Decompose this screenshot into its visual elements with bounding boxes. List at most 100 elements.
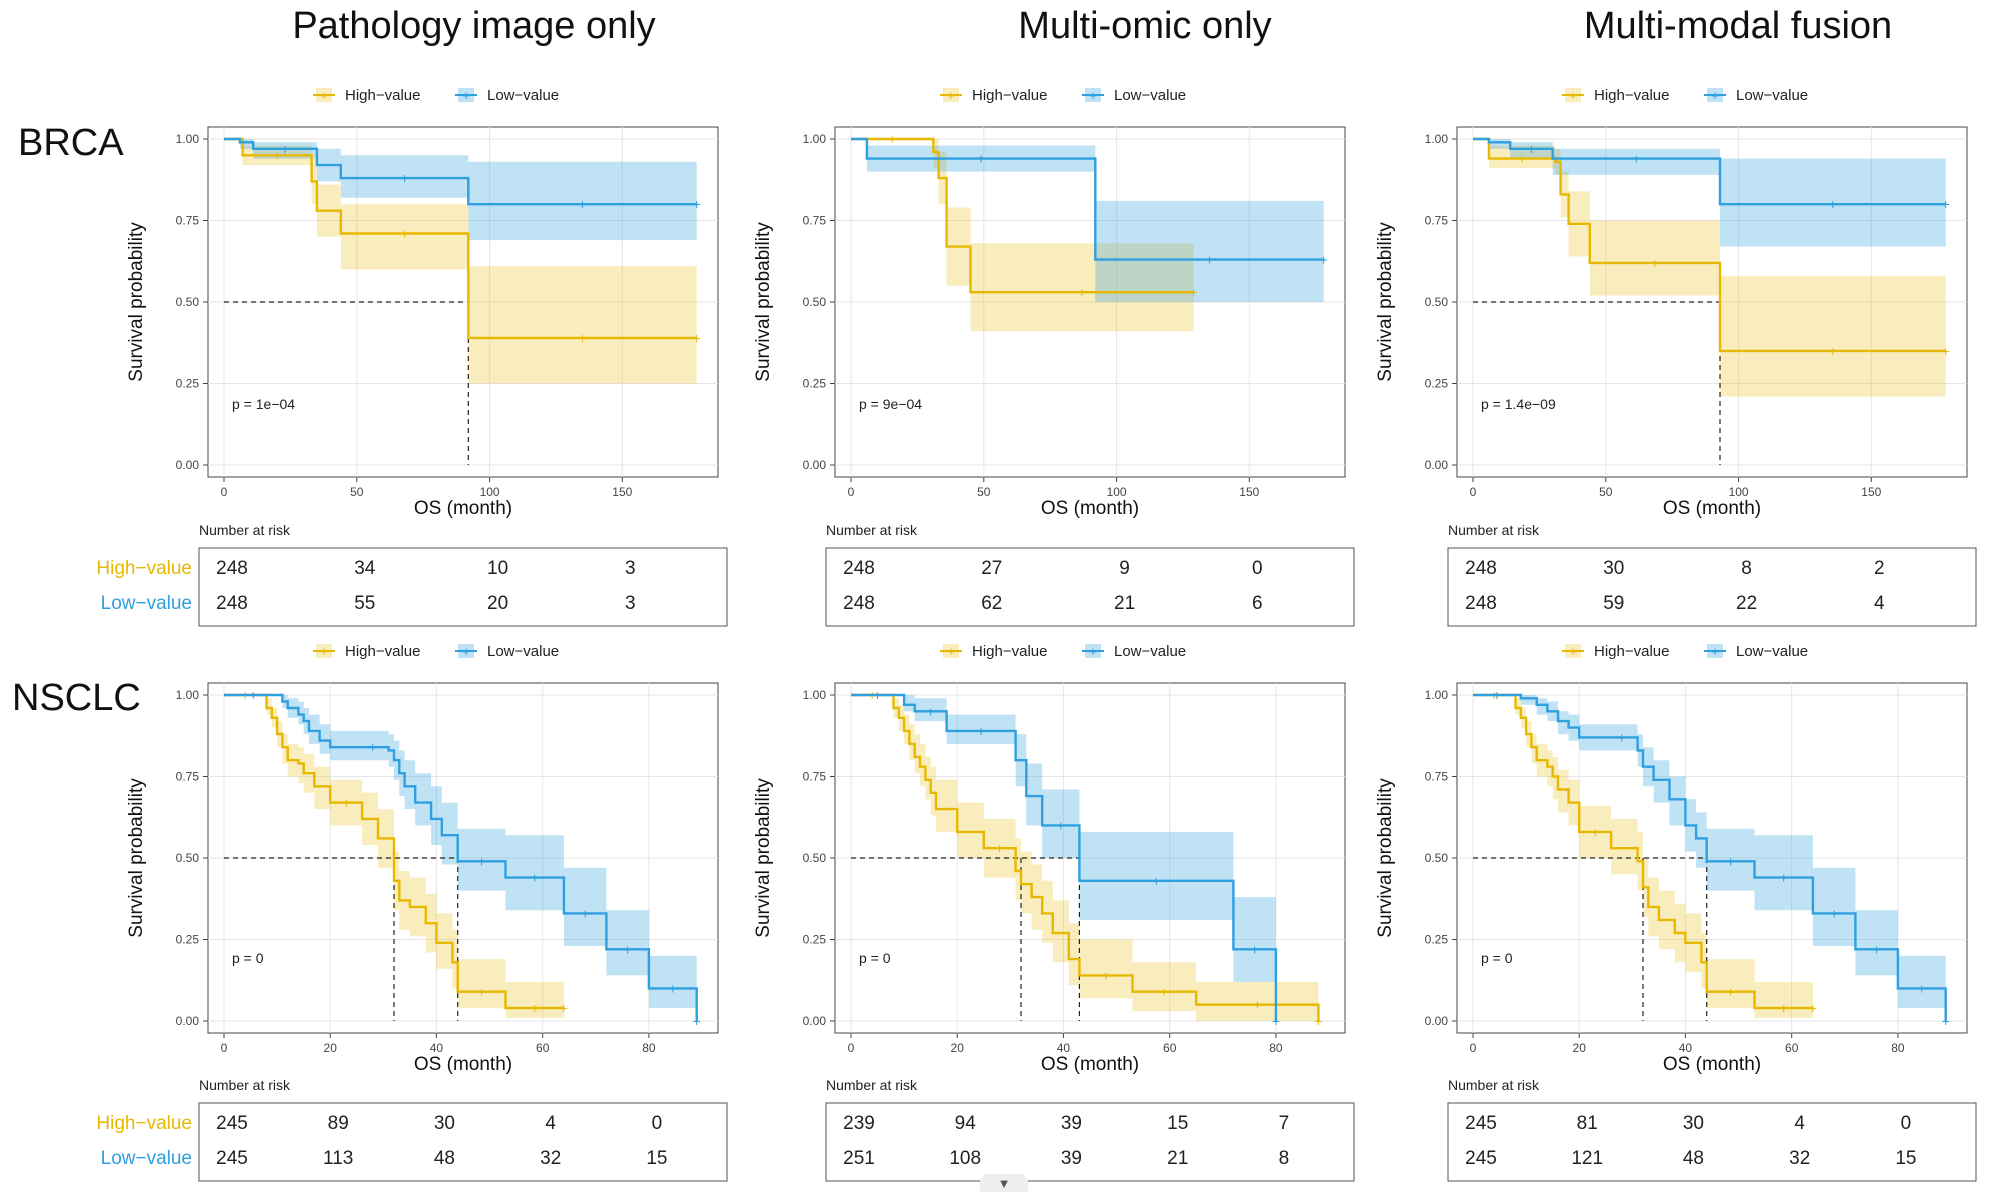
scroll-down-button[interactable]: ▼ xyxy=(980,1174,1028,1192)
tick-label-x: 0 xyxy=(848,485,855,499)
km-curve-high xyxy=(224,693,564,1010)
km-curve-high xyxy=(851,693,1320,1021)
legend-label-low: Low−value xyxy=(1114,643,1186,660)
legend-band-high xyxy=(1565,644,1581,658)
row-label: NSCLC xyxy=(12,677,141,719)
tick-label-y: 1.00 xyxy=(803,688,827,702)
tick-label-x: 0 xyxy=(848,1041,855,1055)
km-curve-high xyxy=(851,137,1194,294)
risk-count: 27 xyxy=(981,558,1002,579)
tick-label-y: 0.25 xyxy=(1425,377,1449,391)
legend-censor-mark: + xyxy=(1089,88,1097,103)
risk-table xyxy=(825,1102,1355,1182)
tick-label-x: 100 xyxy=(1107,485,1127,499)
tick-label-y: 0.50 xyxy=(803,295,827,309)
ci-band-high xyxy=(851,139,1194,332)
risk-count: 39 xyxy=(1061,1113,1082,1134)
tick-label-x: 0 xyxy=(221,1041,228,1055)
censor-mark-low: + xyxy=(1618,729,1626,745)
km-curve-low xyxy=(851,137,1324,261)
censor-mark-low: + xyxy=(977,151,985,167)
risk-count: 251 xyxy=(843,1148,875,1169)
censor-mark-low: + xyxy=(1942,1013,1950,1029)
risk-table-title: Number at risk xyxy=(1448,1077,1540,1093)
legend-band-high xyxy=(316,644,332,658)
row-label: BRCA xyxy=(18,122,124,164)
censor-mark-low: + xyxy=(693,1013,701,1029)
legend-band-high xyxy=(943,88,959,102)
tick-label-x: 50 xyxy=(977,485,991,499)
tick-label-y: 0.75 xyxy=(803,770,827,784)
tick-label-y: 0.50 xyxy=(176,295,200,309)
tick-label-x: 80 xyxy=(1269,1041,1283,1055)
risk-count: 3 xyxy=(625,593,636,614)
legend-band-low xyxy=(1707,88,1723,102)
censor-mark-high: + xyxy=(1809,1000,1817,1016)
censor-mark-low: + xyxy=(927,703,935,719)
tick-label-y: 0.25 xyxy=(176,377,200,391)
censor-mark-high: + xyxy=(1253,997,1261,1013)
censor-mark-high: + xyxy=(1314,1013,1322,1029)
legend: + High−value + Low−value xyxy=(940,87,1186,104)
tick-label-x: 100 xyxy=(1729,485,1749,499)
legend-label-high: High−value xyxy=(972,87,1047,104)
tick-label-y: 1.00 xyxy=(1425,132,1449,146)
ci-band-high xyxy=(1473,139,1946,397)
p-value: p = 1.4e−09 xyxy=(1481,396,1556,412)
censor-mark-low: + xyxy=(1780,870,1788,886)
legend-label-high: High−value xyxy=(1594,87,1669,104)
censor-mark-low: + xyxy=(578,196,586,212)
legend-label-high: High−value xyxy=(345,643,420,660)
censor-mark-low: + xyxy=(401,170,409,186)
tick-label-y: 1.00 xyxy=(176,688,200,702)
risk-row-label: High−value xyxy=(96,1113,192,1134)
censor-mark-high: + xyxy=(478,984,486,1000)
censor-mark-high: + xyxy=(1160,984,1168,1000)
risk-count: 30 xyxy=(1603,558,1624,579)
risk-table xyxy=(1447,547,1977,627)
censor-mark-low: + xyxy=(1152,873,1160,889)
ci-band-low xyxy=(1473,139,1946,247)
p-value: p = 0 xyxy=(859,950,891,966)
censor-mark-high: + xyxy=(693,330,701,346)
risk-count: 39 xyxy=(1061,1148,1082,1169)
risk-count: 20 xyxy=(487,593,508,614)
y-axis-title: Survival probability xyxy=(126,778,147,938)
censor-mark-low: + xyxy=(693,196,701,212)
tick-label-x: 40 xyxy=(1679,1041,1693,1055)
risk-count: 32 xyxy=(540,1148,561,1169)
censor-mark-high: + xyxy=(1518,151,1526,167)
legend-censor-mark: + xyxy=(947,88,955,103)
legend: + High−value + Low−value xyxy=(1562,87,1808,104)
risk-count: 8 xyxy=(1741,558,1752,579)
censor-mark-high: + xyxy=(1780,1000,1788,1016)
censor-mark-low: + xyxy=(1942,196,1950,212)
censor-mark-low: + xyxy=(1320,252,1328,268)
censor-mark-high: + xyxy=(1651,255,1659,271)
tick-label-x: 40 xyxy=(430,1041,444,1055)
km-curve-low xyxy=(1473,693,1947,1021)
risk-count: 30 xyxy=(434,1113,455,1134)
km-curve-low xyxy=(224,137,697,206)
censor-mark-high: + xyxy=(888,131,896,147)
risk-count: 21 xyxy=(1114,593,1135,614)
legend: + High−value + Low−value xyxy=(313,643,559,660)
tick-label-y: 0.50 xyxy=(1425,851,1449,865)
tick-label-y: 0.50 xyxy=(1425,295,1449,309)
km-panel: + High−value + Low−value 0.00 0.25 0.50 0.75 1.0… xyxy=(96,643,728,1182)
km-curve-high xyxy=(224,137,697,340)
risk-count: 10 xyxy=(487,558,508,579)
legend-band-high xyxy=(943,644,959,658)
km-panel: + High−value + Low−value 0.00 0.25 0.50 0.75 1.0… xyxy=(1375,87,1977,627)
risk-count: 15 xyxy=(1167,1113,1188,1134)
legend-censor-mark: + xyxy=(1711,644,1719,659)
legend-band-low xyxy=(458,644,474,658)
tick-label-y: 0.50 xyxy=(176,851,200,865)
censor-mark-high: + xyxy=(560,1000,568,1016)
legend-band-low xyxy=(1085,644,1101,658)
tick-label-x: 60 xyxy=(1163,1041,1177,1055)
legend-censor-mark: + xyxy=(462,644,470,659)
tick-label-y: 1.00 xyxy=(176,132,200,146)
censor-mark-low: + xyxy=(1527,141,1535,157)
risk-table xyxy=(198,547,728,627)
